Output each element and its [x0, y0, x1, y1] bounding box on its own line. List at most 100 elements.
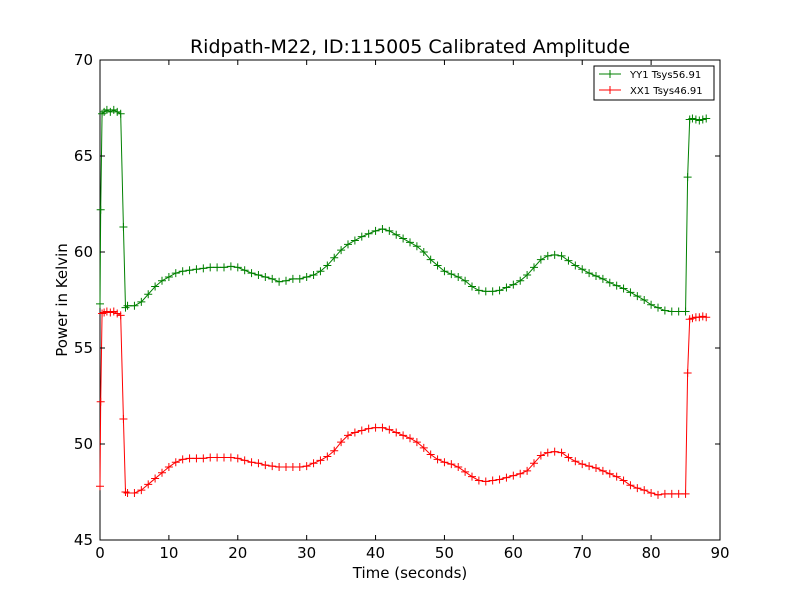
data-point-yy1: [98, 109, 107, 118]
data-point-xx1: [447, 460, 456, 469]
data-point-yy1: [543, 251, 552, 260]
data-point-yy1: [702, 114, 711, 123]
data-point-yy1: [113, 107, 122, 116]
chart-title: Ridpath-M22, ID:115005 Calibrated Amplit…: [190, 36, 630, 58]
data-point-xx1: [302, 462, 311, 471]
data-point-xx1: [254, 459, 263, 468]
data-point-yy1: [468, 282, 476, 291]
data-point-yy1: [578, 265, 587, 274]
data-point-yy1: [698, 115, 707, 124]
data-point-yy1: [495, 286, 504, 295]
series-yy1: [96, 105, 711, 316]
x-axis-label: Time (seconds): [352, 564, 468, 582]
x-tick-label: 50: [435, 544, 454, 562]
data-point-xx1: [571, 457, 580, 466]
data-point-xx1: [654, 490, 662, 499]
data-point-xx1: [585, 462, 594, 471]
data-point-xx1: [592, 464, 600, 472]
data-point-yy1: [137, 297, 146, 306]
data-point-xx1: [619, 476, 628, 485]
x-tick-label: 60: [504, 544, 523, 562]
data-point-yy1: [123, 301, 132, 310]
data-point-xx1: [695, 313, 704, 322]
data-point-xx1: [371, 423, 380, 432]
data-point-xx1: [337, 438, 346, 447]
data-point-yy1: [454, 272, 463, 281]
data-point-yy1: [392, 230, 401, 239]
data-point-xx1: [647, 488, 656, 497]
data-point-xx1: [295, 463, 304, 472]
data-point-xx1: [536, 451, 545, 460]
data-point-xx1: [468, 472, 476, 481]
data-point-yy1: [667, 307, 676, 316]
data-point-yy1: [288, 274, 297, 283]
data-point-xx1: [206, 453, 215, 462]
data-point-yy1: [323, 261, 332, 270]
plot-frame: [99, 59, 721, 541]
data-point-xx1: [392, 428, 401, 437]
series-layer: [96, 105, 711, 499]
data-point-yy1: [536, 255, 545, 264]
data-point-yy1: [119, 223, 128, 232]
data-point-yy1: [233, 263, 242, 272]
data-point-yy1: [240, 266, 249, 275]
data-point-yy1: [316, 267, 325, 276]
data-point-yy1: [144, 290, 153, 299]
data-point-yy1: [550, 250, 559, 259]
legend-box: [593, 65, 715, 101]
data-point-xx1: [660, 489, 669, 498]
data-point-yy1: [178, 267, 187, 276]
data-point-xx1: [674, 489, 683, 498]
data-point-yy1: [412, 242, 421, 251]
data-point-xx1: [113, 309, 122, 318]
data-point-xx1: [199, 454, 208, 463]
data-point-xx1: [233, 454, 242, 463]
data-point-xx1: [419, 443, 428, 452]
data-point-xx1: [350, 428, 359, 437]
legend-label-xx1: XX1 Tsys46.91: [630, 86, 703, 97]
data-point-yy1: [282, 276, 290, 285]
data-point-yy1: [674, 307, 683, 316]
data-point-xx1: [164, 463, 173, 472]
data-point-yy1: [461, 276, 470, 285]
data-point-yy1: [268, 274, 277, 283]
data-point-xx1: [605, 469, 614, 478]
data-point-yy1: [164, 272, 173, 281]
data-point-yy1: [433, 261, 442, 270]
data-point-xx1: [323, 452, 332, 461]
data-point-yy1: [385, 226, 394, 235]
data-point-yy1: [612, 281, 621, 290]
data-point-xx1: [288, 463, 297, 472]
data-point-yy1: [130, 301, 139, 310]
data-point-xx1: [550, 447, 559, 456]
data-point-yy1: [151, 282, 160, 291]
data-point-yy1: [660, 306, 669, 315]
data-point-xx1: [488, 476, 497, 485]
data-point-xx1: [530, 459, 538, 468]
data-point-xx1: [116, 311, 125, 320]
data-point-yy1: [226, 262, 235, 271]
data-point-yy1: [683, 173, 692, 182]
data-point-yy1: [275, 277, 284, 286]
data-point-xx1: [640, 486, 649, 495]
series-xx1: [96, 307, 711, 499]
data-point-xx1: [543, 448, 552, 457]
x-tick-label: 40: [366, 544, 385, 562]
data-point-yy1: [647, 300, 656, 309]
data-point-yy1: [640, 296, 649, 304]
data-point-xx1: [247, 458, 256, 467]
data-point-yy1: [695, 116, 704, 125]
data-point-yy1: [488, 287, 497, 296]
data-point-yy1: [523, 271, 532, 280]
data-point-xx1: [192, 454, 201, 463]
data-point-yy1: [688, 114, 697, 123]
data-point-yy1: [633, 292, 642, 301]
data-point-yy1: [691, 115, 700, 124]
data-point-yy1: [592, 272, 600, 280]
data-point-xx1: [564, 453, 573, 462]
data-point-xx1: [578, 460, 587, 469]
data-point-xx1: [185, 454, 194, 463]
data-point-xx1: [516, 469, 525, 478]
data-point-yy1: [509, 280, 518, 289]
data-point-yy1: [199, 264, 208, 273]
